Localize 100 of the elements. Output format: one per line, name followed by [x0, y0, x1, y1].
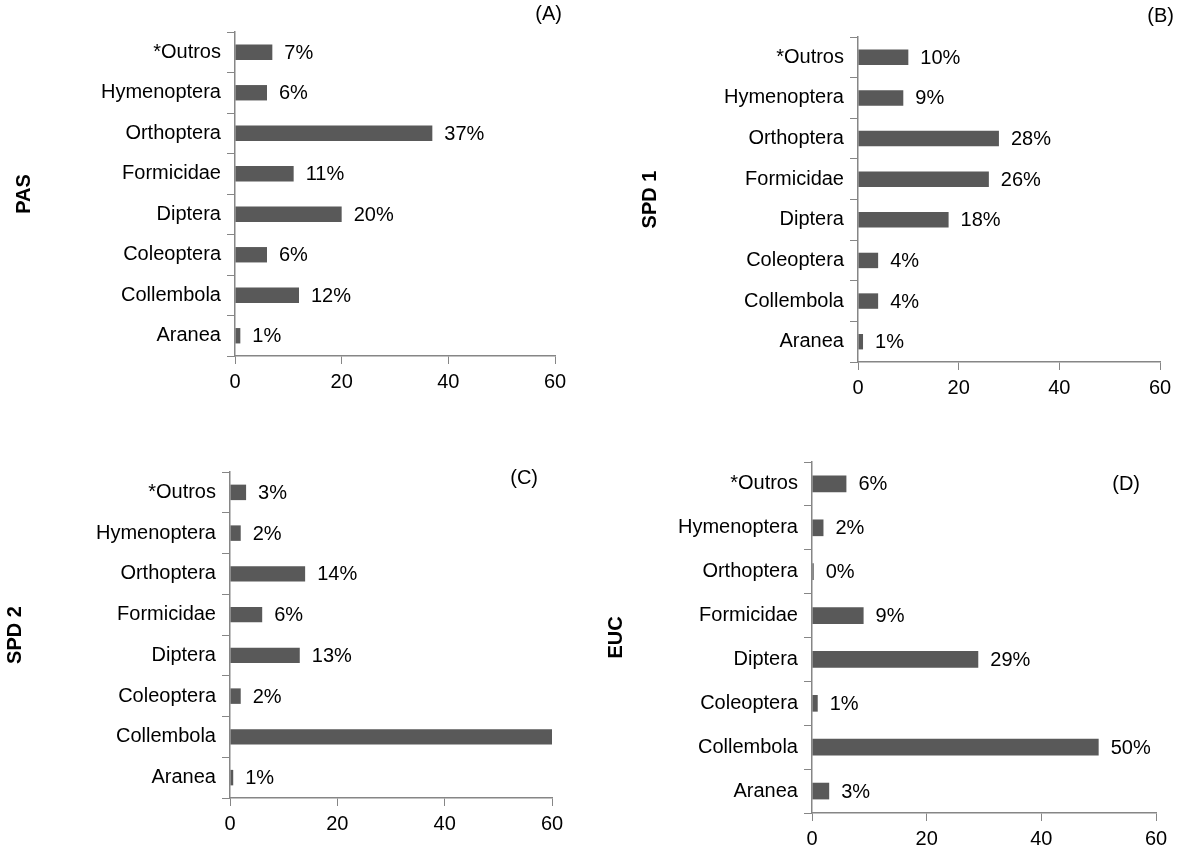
data-label: 4%: [890, 289, 920, 312]
data-label: 1%: [829, 691, 859, 714]
y-tick-label: Formicidae: [122, 161, 221, 184]
x-tick-label: 20: [326, 811, 349, 834]
y-tick-label: Formicidae: [117, 602, 216, 625]
bar: [235, 206, 342, 222]
data-label: 6%: [274, 603, 304, 626]
text: (A): [535, 1, 562, 24]
x-tick-label: 20: [915, 826, 938, 849]
data-label: 10%: [920, 45, 961, 68]
data-label: 3%: [841, 779, 871, 802]
bar: [235, 287, 299, 303]
data-label: 1%: [875, 330, 905, 353]
data-label: 4%: [890, 248, 920, 271]
bar: [812, 651, 979, 668]
y-tick-label: Collembola: [120, 282, 222, 305]
data-label: 20%: [353, 202, 394, 225]
data-label: 29%: [990, 647, 1031, 670]
y-tick-label: Formicidae: [699, 603, 798, 626]
bar: [858, 130, 999, 147]
bar: [230, 688, 241, 704]
y-tick-label: Collembola: [115, 724, 217, 747]
y-tick-label: Aranea: [733, 778, 799, 801]
y-axis-title: SPD 1: [637, 170, 660, 229]
y-tick-label: Coleoptera: [118, 683, 217, 706]
y-tick-label: Coleoptera: [123, 242, 222, 265]
y-tick-label: Hymenoptera: [100, 80, 222, 103]
x-tick-label: 40: [433, 811, 456, 834]
y-tick-label: Diptera: [733, 646, 799, 669]
data-label: 37%: [444, 121, 485, 144]
y-tick-label: *Outros: [153, 39, 221, 62]
y-tick-label: *Outros: [776, 44, 844, 67]
data-label: 9%: [875, 604, 905, 627]
x-tick-label: 60: [1148, 375, 1172, 398]
bar: [858, 212, 949, 228]
x-tick-label: 40: [437, 369, 460, 392]
y-axis-title: PAS: [11, 174, 34, 214]
y-tick-label: Diptera: [151, 642, 217, 665]
data-label: 2%: [252, 684, 282, 707]
x-tick-label: 60: [540, 811, 564, 834]
y-tick-label: Hymenoptera: [95, 520, 217, 543]
annotation: (C): [510, 465, 538, 488]
y-axis-title: EUC: [603, 616, 626, 659]
data-label: 26%: [1000, 167, 1042, 190]
x-tick-label: 0: [224, 811, 236, 834]
bar: [858, 49, 909, 66]
y-tick-label: Aranea: [779, 329, 845, 352]
y-tick-label: Orthoptera: [120, 561, 217, 584]
y-tick-label: Orthoptera: [702, 559, 799, 582]
bar: [230, 525, 241, 541]
y-tick-label: Hymenoptera: [677, 515, 799, 538]
data-label: 1%: [245, 766, 275, 789]
bar: [235, 44, 273, 60]
y-tick-label: Orthoptera: [748, 126, 845, 149]
bar: [230, 647, 300, 664]
bar: [812, 607, 864, 624]
bar: [230, 606, 263, 623]
bar: [235, 85, 267, 101]
x-tick-label: 60: [543, 369, 567, 392]
data-label: 18%: [960, 208, 1001, 231]
bar: [812, 738, 1099, 756]
x-tick-label: 40: [1030, 826, 1053, 849]
bar: [235, 125, 433, 141]
data-label: 13%: [311, 643, 353, 666]
data-label: 14%: [317, 562, 358, 585]
bar: [230, 484, 247, 501]
bar: [858, 293, 879, 309]
y-tick-label: Collembola: [697, 734, 799, 757]
y-tick-label: Coleoptera: [700, 690, 799, 713]
bar: [858, 252, 879, 269]
bar: [858, 171, 989, 187]
y-tick-label: Collembola: [743, 288, 845, 311]
bar: [235, 166, 294, 182]
data-label: 9%: [915, 86, 945, 109]
x-tick-label: 60: [1144, 826, 1168, 849]
x-tick-label: 0: [852, 375, 864, 398]
y-tick-label: Coleoptera: [746, 247, 845, 270]
data-label: 2%: [252, 521, 282, 544]
text: (B): [1147, 3, 1174, 26]
y-tick-label: Hymenoptera: [723, 85, 845, 108]
data-label: 2%: [835, 516, 865, 539]
y-tick-label: Aranea: [151, 765, 217, 788]
y-axis-title: SPD 2: [2, 606, 25, 664]
data-label: 11%: [305, 162, 345, 185]
y-tick-label: *Outros: [730, 471, 798, 494]
data-label: 3%: [258, 480, 288, 503]
data-label: 0%: [825, 560, 855, 583]
bar: [858, 90, 904, 106]
data-label: 7%: [284, 40, 314, 63]
data-label: 6%: [279, 243, 309, 266]
x-tick-label: 40: [1048, 375, 1071, 398]
y-tick-label: Diptera: [779, 207, 845, 230]
x-tick-label: 20: [947, 375, 970, 398]
annotation: (D): [1112, 471, 1140, 494]
bar: [812, 782, 830, 800]
bar: [812, 694, 818, 712]
data-label: 6%: [279, 81, 309, 104]
bar: [230, 729, 552, 745]
y-tick-label: Aranea: [156, 323, 222, 346]
y-tick-label: Diptera: [156, 201, 222, 224]
